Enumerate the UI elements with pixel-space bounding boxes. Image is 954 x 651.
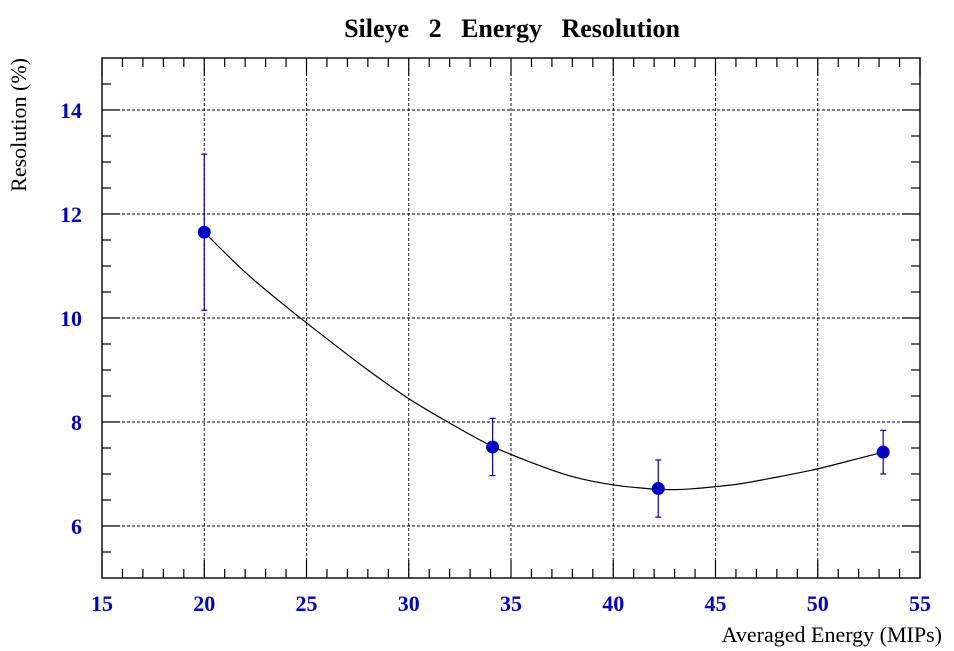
x-tick-label: 45 [705,591,727,616]
y-tick-label: 14 [60,98,82,123]
y-tick-label: 10 [60,306,82,331]
data-points [197,153,890,518]
y-tick-label: 6 [71,514,82,539]
x-tick-label: 40 [602,591,624,616]
x-axis-label: Averaged Energy (MIPs) [722,622,942,647]
x-tick-label: 25 [296,591,318,616]
x-tick-label: 20 [193,591,215,616]
y-axis-label: Resolution (%) [6,58,31,192]
grid [102,58,920,578]
y-tick-label: 12 [60,202,82,227]
data-point [197,225,211,239]
chart-title: Sileye 2 Energy Resolution [344,14,680,43]
x-tick-label: 55 [909,591,931,616]
y-tick-label: 8 [71,410,82,435]
fit-curve [203,231,884,491]
x-tick-label: 15 [91,591,113,616]
x-tick-label: 50 [807,591,829,616]
data-point [651,482,665,496]
axis-ticks [101,58,921,578]
data-point [876,445,890,459]
tick-labels: 15 20 25 30 35 40 45 50 55 6 8 10 12 14 [60,98,931,616]
x-tick-label: 30 [398,591,420,616]
x-tick-label: 35 [500,591,522,616]
data-point [486,440,500,454]
